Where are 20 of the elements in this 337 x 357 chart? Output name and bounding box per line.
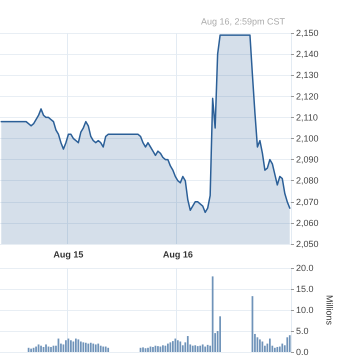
y-tick-label: 2,120 [296, 91, 319, 102]
y-tick-label: 2,080 [296, 176, 319, 186]
y-tick-label: 2,090 [296, 154, 319, 165]
y-tick-label: 15.0 [296, 284, 314, 294]
x-tick-label: Aug 16 [162, 250, 193, 260]
y-tick-label: 2,060 [296, 218, 319, 228]
y-tick-label: 2,150 [296, 28, 319, 38]
y-tick-label: 20.0 [296, 263, 314, 273]
y-axis-title: Millions [324, 294, 334, 326]
y-tick-label: 0.0 [296, 347, 309, 357]
y-tick-label: 2,070 [296, 196, 319, 207]
y-tick-label: 5.0 [296, 326, 309, 336]
y-tick-label: 2,110 [296, 112, 318, 122]
y-tick-label: 2,100 [296, 134, 319, 144]
x-tick-label: Aug 15 [53, 250, 84, 260]
y-tick-label: 10.0 [296, 305, 314, 315]
text: Aug 16, 2:59pm CST [200, 16, 286, 26]
y-tick-label: 2,140 [296, 49, 319, 60]
y-tick-label: 2,130 [296, 70, 319, 80]
y-tick-label: 2,050 [296, 239, 319, 249]
